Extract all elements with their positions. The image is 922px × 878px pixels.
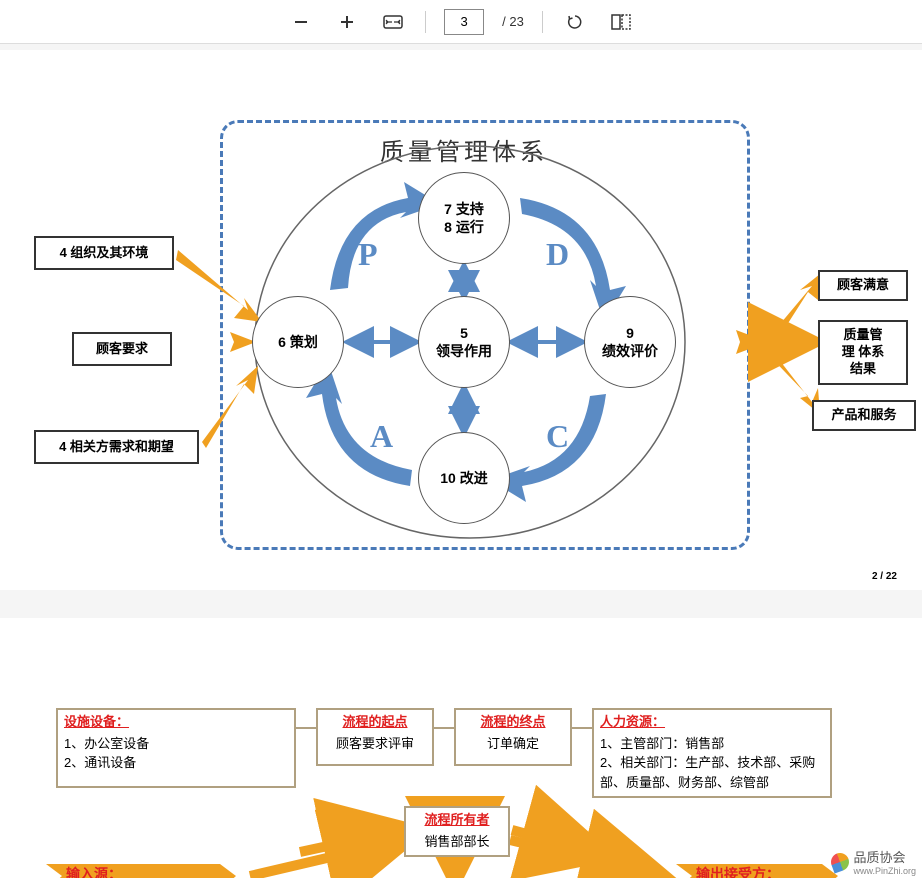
card-body: 1、主管部门：销售部 2、相关部门：生产部、技术部、采购部、质量部、财务部、综管… (594, 734, 830, 797)
watermark-url: www.PinZhi.org (853, 866, 916, 876)
card-head: 流程的终点 (456, 710, 570, 734)
hex-input-source: 输入源： (66, 864, 122, 878)
node-plan: 6 策划 (252, 296, 344, 388)
input-stakeholder: 4 相关方需求和期望 (34, 430, 199, 464)
input-org-context: 4 组织及其环境 (34, 236, 174, 270)
output-product: 产品和服务 (812, 400, 916, 431)
card-owner: 流程所有者销售部部长 (404, 806, 510, 857)
page-footer: 2 / 22 (872, 571, 897, 582)
node-leadership: 5领导作用 (418, 296, 510, 388)
hex-output-receiver: 输出接受方： (696, 864, 780, 878)
card-head: 人力资源： (594, 710, 830, 734)
watermark-name: 品质协会 (853, 847, 916, 866)
pdca-p: P (358, 236, 378, 273)
card-facilities: 设施设备：1、办公室设备 2、通讯设备 (56, 708, 296, 788)
node-improve: 10 改进 (418, 432, 510, 524)
output-satisfaction: 顾客满意 (818, 270, 908, 301)
separator (425, 11, 426, 33)
card-body: 订单确定 (456, 734, 570, 758)
card-body: 顾客要求评审 (318, 734, 432, 758)
pdca-c: C (546, 418, 569, 455)
card-end: 流程的终点订单确定 (454, 708, 572, 766)
watermark-logo-icon (829, 850, 852, 873)
two-page-button[interactable] (607, 8, 635, 36)
pdca-a: A (370, 418, 393, 455)
card-body: 销售部部长 (406, 832, 508, 856)
fit-width-button[interactable] (379, 8, 407, 36)
input-customer-req: 顾客要求 (72, 332, 172, 366)
pdca-d: D (546, 236, 569, 273)
output-qms-result: 质量管 理 体系 结果 (818, 320, 908, 385)
card-hr: 人力资源：1、主管部门：销售部 2、相关部门：生产部、技术部、采购部、质量部、财… (592, 708, 832, 798)
node-performance: 9绩效评价 (584, 296, 676, 388)
page-turtle-diagram: 输入源： 输出接受方： 品质协会 www.PinZhi.org 设施设备：1、办… (0, 618, 922, 878)
zoom-out-button[interactable] (287, 8, 315, 36)
card-head: 流程的起点 (318, 710, 432, 734)
card-head: 设施设备： (58, 710, 294, 734)
watermark: 品质协会 www.PinZhi.org (831, 847, 916, 876)
page-pdca-diagram: 质量管理体系 7 支持8 运行 6 策划 5领导作用 9绩效评价 10 改进 (0, 50, 922, 590)
page-total-label: / 23 (502, 14, 524, 29)
separator (542, 11, 543, 33)
node-support-run: 7 支持8 运行 (418, 172, 510, 264)
zoom-in-button[interactable] (333, 8, 361, 36)
card-head: 流程所有者 (406, 808, 508, 832)
card-body: 1、办公室设备 2、通讯设备 (58, 734, 294, 777)
rotate-button[interactable] (561, 8, 589, 36)
page-number-input[interactable] (444, 9, 484, 35)
card-start: 流程的起点顾客要求评审 (316, 708, 434, 766)
pdf-toolbar: / 23 (0, 0, 922, 44)
